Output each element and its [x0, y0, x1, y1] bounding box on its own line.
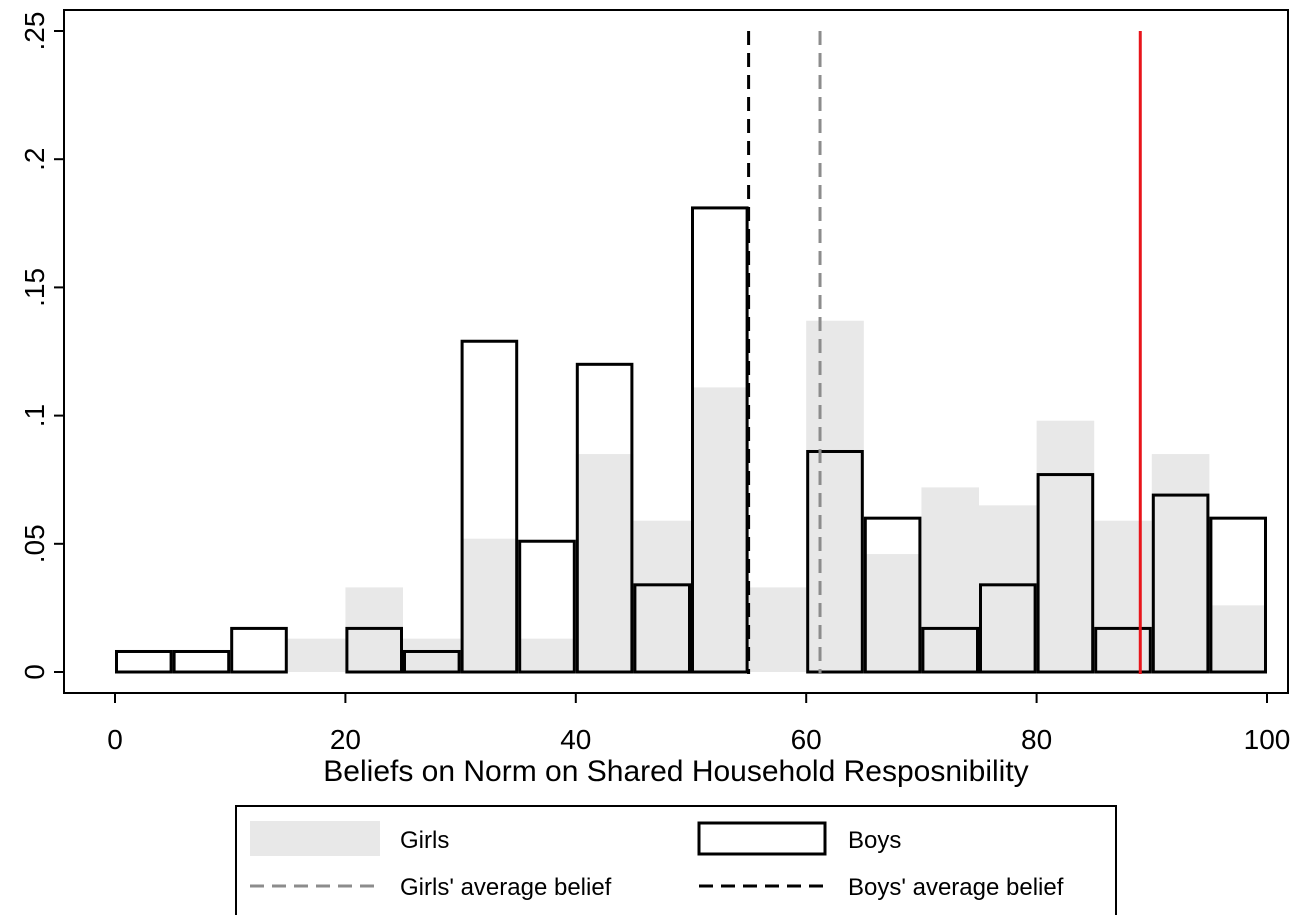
x-tick-label: 20: [330, 724, 361, 755]
boys-bar: [518, 539, 576, 674]
girls-bar: [748, 587, 807, 672]
boys-bar: [633, 583, 692, 674]
girls-bar: [921, 487, 979, 672]
y-tick-label: .1: [19, 404, 50, 427]
legend-box: [235, 805, 1117, 915]
girls-bar: [287, 638, 346, 672]
legend-boys-key: [697, 821, 827, 856]
girls-bar: [691, 387, 749, 672]
x-tick-label: 100: [1244, 724, 1291, 755]
y-tick-label: .25: [19, 12, 50, 51]
x-axis-title: Beliefs on Norm on Shared Household Resp…: [323, 755, 1028, 788]
plot-frame: [63, 9, 1289, 694]
girls-bar: [575, 454, 634, 672]
y-tick-label: 0: [19, 664, 50, 680]
boys-bar: [460, 339, 519, 674]
x-tick-label: 60: [791, 724, 822, 755]
boys-bar: [230, 626, 288, 674]
x-tick-label: 0: [107, 724, 123, 755]
boys-bar: [575, 362, 634, 674]
legend-girls-average-label: Girls' average belief: [400, 874, 612, 901]
girls-bar: [863, 554, 922, 672]
girls-bar: [979, 505, 1037, 672]
x-tick-label: 40: [560, 724, 591, 755]
boys-bar: [863, 516, 922, 674]
legend-boys-average-label: Boys' average belief: [848, 874, 1064, 901]
boys-bar: [1209, 516, 1268, 674]
girls-bar: [518, 638, 576, 672]
girls-bar: [1094, 520, 1152, 672]
boys-bar: [172, 649, 231, 674]
y-tick-label: .15: [19, 268, 50, 307]
girls-bar: [1209, 605, 1267, 672]
plot-area: 0 20 40 60 80 100 0 .05 .1 .15 .2 .25: [19, 9, 1291, 755]
legend-girls-key: [250, 821, 380, 856]
legend-girls-label: Girls: [400, 827, 449, 854]
legend-boys-label: Boys: [848, 827, 901, 854]
girls-bar: [1036, 420, 1095, 672]
x-tick-label: 80: [1021, 724, 1052, 755]
boys-bar: [403, 649, 461, 674]
girls-bar: [1151, 454, 1210, 672]
boys-bar: [1036, 473, 1095, 674]
girls-bar: [403, 638, 461, 672]
girls-bar: [806, 320, 864, 672]
boys-bar: [806, 449, 864, 674]
y-tick-label: .2: [19, 148, 50, 171]
legend: Girls Boys Girls' average belief Boys' aver…: [235, 805, 1117, 915]
boys-bar: [979, 583, 1037, 674]
girls-bar: [460, 538, 519, 672]
boys-bar: [345, 626, 403, 674]
boys-bar: [115, 649, 173, 674]
boys-bar: [1151, 493, 1210, 674]
boys-bar: [921, 626, 980, 674]
girls-bar: [633, 520, 691, 672]
boys-bar: [1094, 626, 1152, 674]
y-tick-label: .05: [19, 524, 50, 563]
